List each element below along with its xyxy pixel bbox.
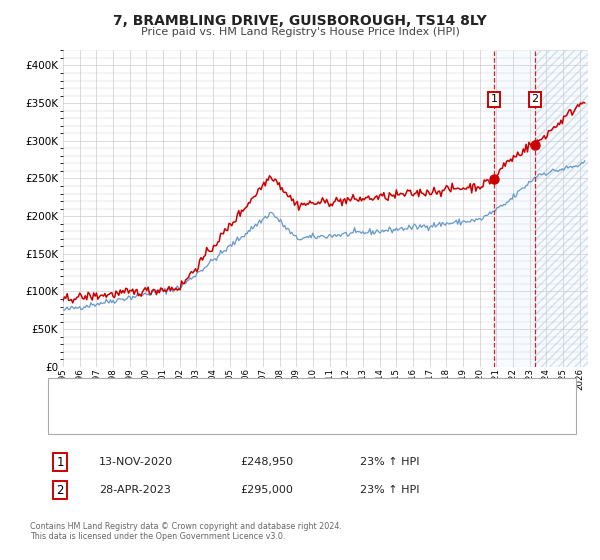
- Text: 23% ↑ HPI: 23% ↑ HPI: [360, 457, 419, 467]
- Bar: [494, 50, 588, 367]
- Text: 1: 1: [491, 95, 497, 104]
- Text: HPI: Average price, detached house, Redcar and Cleveland: HPI: Average price, detached house, Redc…: [93, 415, 387, 425]
- Text: 2: 2: [56, 483, 64, 497]
- Text: 2: 2: [532, 95, 539, 104]
- Text: 13-NOV-2020: 13-NOV-2020: [99, 457, 173, 467]
- Text: £295,000: £295,000: [240, 485, 293, 495]
- Text: 7, BRAMBLING DRIVE, GUISBOROUGH, TS14 8LY: 7, BRAMBLING DRIVE, GUISBOROUGH, TS14 8L…: [113, 14, 487, 28]
- Text: Price paid vs. HM Land Registry's House Price Index (HPI): Price paid vs. HM Land Registry's House …: [140, 27, 460, 37]
- Text: 23% ↑ HPI: 23% ↑ HPI: [360, 485, 419, 495]
- Text: 1: 1: [56, 455, 64, 469]
- Text: This data is licensed under the Open Government Licence v3.0.: This data is licensed under the Open Gov…: [30, 532, 286, 541]
- Text: 7, BRAMBLING DRIVE, GUISBOROUGH, TS14 8LY (detached house): 7, BRAMBLING DRIVE, GUISBOROUGH, TS14 8L…: [93, 389, 422, 399]
- Text: Contains HM Land Registry data © Crown copyright and database right 2024.: Contains HM Land Registry data © Crown c…: [30, 522, 342, 531]
- Text: 28-APR-2023: 28-APR-2023: [99, 485, 171, 495]
- Text: £248,950: £248,950: [240, 457, 293, 467]
- Bar: [535, 50, 588, 367]
